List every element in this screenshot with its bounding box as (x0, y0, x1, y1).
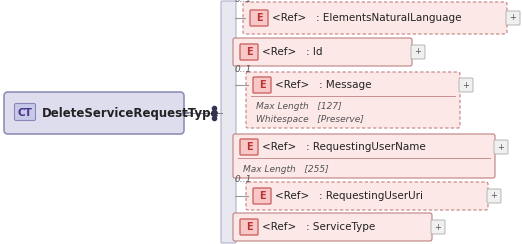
FancyBboxPatch shape (233, 213, 432, 241)
Text: <Ref>   : RequestingUserName: <Ref> : RequestingUserName (262, 142, 426, 152)
Text: <Ref>   : ElementsNaturalLanguage: <Ref> : ElementsNaturalLanguage (272, 13, 461, 23)
FancyBboxPatch shape (250, 10, 268, 26)
Text: +: + (462, 81, 469, 90)
Text: Whitespace   [Preserve]: Whitespace [Preserve] (256, 115, 364, 124)
Text: 0..1: 0..1 (235, 0, 252, 4)
FancyBboxPatch shape (233, 134, 495, 178)
Text: Max Length   [255]: Max Length [255] (243, 164, 329, 173)
FancyBboxPatch shape (459, 78, 473, 92)
Text: +: + (509, 13, 516, 22)
Text: <Ref>   : RequestingUserUri: <Ref> : RequestingUserUri (275, 191, 423, 201)
FancyBboxPatch shape (243, 2, 507, 34)
Text: DeleteServiceRequestType: DeleteServiceRequestType (42, 106, 219, 120)
FancyBboxPatch shape (253, 77, 271, 93)
Text: +: + (414, 48, 421, 57)
Text: 0..1: 0..1 (235, 175, 252, 184)
Text: E: E (259, 191, 265, 201)
FancyBboxPatch shape (487, 189, 501, 203)
Text: E: E (246, 142, 252, 152)
FancyBboxPatch shape (233, 38, 412, 66)
Text: 0..1: 0..1 (235, 65, 252, 74)
Text: +: + (491, 192, 497, 201)
Text: E: E (259, 80, 265, 90)
Text: CT: CT (18, 108, 32, 118)
Text: E: E (246, 222, 252, 232)
FancyBboxPatch shape (411, 45, 425, 59)
FancyBboxPatch shape (246, 182, 488, 210)
Text: +: + (434, 223, 442, 232)
Text: <Ref>   : Message: <Ref> : Message (275, 80, 372, 90)
FancyBboxPatch shape (240, 139, 258, 155)
FancyBboxPatch shape (246, 72, 460, 128)
Text: E: E (246, 47, 252, 57)
Text: Max Length   [127]: Max Length [127] (256, 102, 341, 111)
FancyBboxPatch shape (240, 219, 258, 235)
FancyBboxPatch shape (15, 103, 35, 121)
Text: <Ref>   : Id: <Ref> : Id (262, 47, 323, 57)
FancyBboxPatch shape (253, 188, 271, 204)
FancyBboxPatch shape (431, 220, 445, 234)
Text: E: E (256, 13, 263, 23)
FancyBboxPatch shape (494, 140, 508, 154)
FancyBboxPatch shape (506, 11, 520, 25)
FancyBboxPatch shape (221, 1, 236, 243)
Text: +: + (497, 142, 504, 152)
FancyBboxPatch shape (4, 92, 184, 134)
FancyBboxPatch shape (240, 44, 258, 60)
Text: <Ref>   : ServiceType: <Ref> : ServiceType (262, 222, 375, 232)
